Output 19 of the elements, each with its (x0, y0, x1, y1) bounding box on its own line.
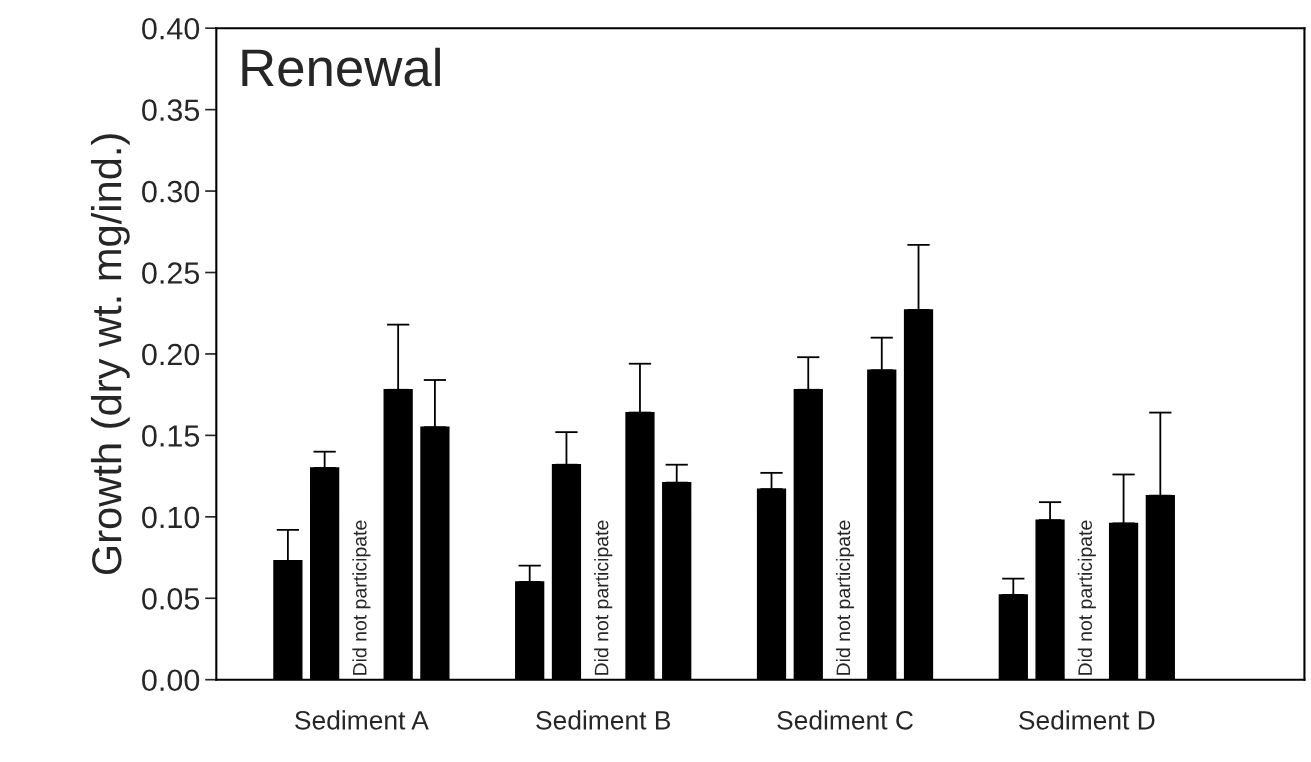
annotation: Did not participate (352, 520, 371, 675)
x-tick-label: Sediment A (295, 710, 429, 730)
chart-title: Renewal (242, 47, 440, 87)
y-tick-label: 0.05 (142, 588, 200, 610)
y-tick-label: 0.35 (142, 99, 200, 122)
y-tick-label: 0.30 (142, 180, 200, 203)
y-tick-label: 0.10 (142, 506, 200, 529)
annotation: Did not participate (1077, 520, 1096, 675)
x-tick-label: Sediment D (1019, 710, 1155, 730)
annotation: Did not participate (835, 520, 855, 675)
y-tick-label: 0.25 (142, 262, 200, 284)
annotation: Did not participate (594, 520, 613, 675)
x-tick-label: Sediment B (536, 710, 671, 730)
y-axis-title: Growth (dry wt. mg/ind.) (90, 134, 130, 575)
y-tick-label: 0.00 (142, 669, 200, 692)
y-tick-label: 0.40 (142, 17, 200, 40)
y-tick-label: 0.15 (142, 425, 200, 447)
x-tick-label: Sediment C (777, 710, 913, 730)
y-tick-label: 0.20 (142, 343, 200, 366)
